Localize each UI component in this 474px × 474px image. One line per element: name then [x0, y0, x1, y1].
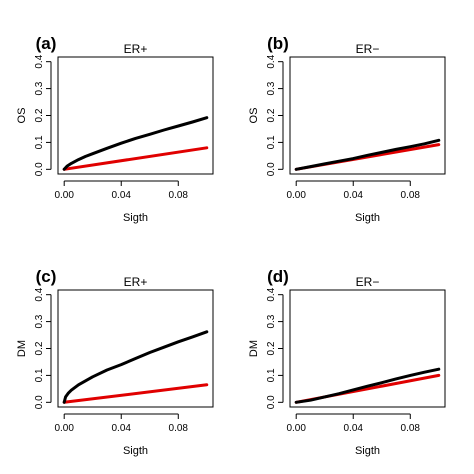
plot-frame: [289, 289, 446, 408]
y-tick-label: 0.1: [266, 135, 277, 149]
y-tick-label: 0.3: [34, 81, 45, 95]
y-tick-label: 0.0: [34, 395, 45, 409]
x-axis-label: Sigth: [123, 212, 148, 224]
plot-frame: [289, 56, 446, 175]
y-tick-label: 0.2: [34, 108, 45, 122]
y-tick-label: 0.2: [34, 341, 45, 355]
series-line-black: [294, 138, 441, 171]
x-tick-label: 0.08: [401, 190, 421, 201]
series-line-black: [294, 367, 441, 404]
y-tick-label: 0.1: [34, 368, 45, 382]
y-tick-label: 0.2: [266, 108, 277, 122]
y-tick-label: 0.3: [266, 314, 277, 328]
y-tick-label: 0.0: [266, 395, 277, 409]
y-tick-label: 0.2: [266, 341, 277, 355]
y-tick-label: 0.4: [266, 287, 277, 301]
panel-3: (c) ER+ 0.00 0.04 0.08 0.0 0.1 0.2 0.3 0.4 Sigth DM: [16, 267, 214, 457]
y-tick-label: 0.0: [266, 162, 277, 176]
y-tick-label: 0.4: [266, 54, 277, 68]
x-axis-label: Sigth: [355, 445, 380, 457]
y-axis-label: OS: [248, 108, 260, 124]
x-tick-label: 0.00: [286, 190, 306, 201]
y-tick-label: 0.1: [34, 135, 45, 149]
plot-frame: [57, 56, 214, 175]
x-tick-label: 0.04: [344, 190, 364, 201]
y-tick-label: 0.4: [34, 287, 45, 301]
y-axis-label: DM: [16, 340, 28, 357]
x-tick-label: 0.04: [112, 190, 132, 201]
plot-frame: [57, 289, 214, 408]
x-tick-label: 0.08: [169, 423, 189, 434]
y-tick-label: 0.1: [266, 368, 277, 382]
y-axis-label: DM: [248, 340, 260, 357]
panel-4: (d) ER− 0.00 0.04 0.08 0.0 0.1 0.2 0.3 0.4 Sigth DM: [248, 267, 446, 457]
panel-letter: (c): [36, 267, 57, 286]
x-axis-label: Sigth: [355, 212, 380, 224]
y-axis-label: OS: [16, 108, 28, 124]
series-line-red: [62, 146, 209, 171]
y-tick-label: 0.3: [34, 314, 45, 328]
series-line-black: [62, 330, 209, 404]
x-axis-label: Sigth: [123, 445, 148, 457]
panel-2: (b) ER− 0.00 0.04 0.08 0.0 0.1 0.2 0.3 0.4 Sigth OS: [248, 34, 446, 224]
panel-letter: (b): [267, 34, 289, 53]
y-tick-label: 0.4: [34, 54, 45, 68]
x-tick-label: 0.00: [54, 423, 74, 434]
panel-letter: (a): [36, 34, 57, 53]
x-tick-label: 0.00: [286, 423, 306, 434]
panel-title: ER+: [124, 42, 148, 56]
y-tick-label: 0.0: [34, 162, 45, 176]
series-line-black: [62, 116, 209, 171]
y-tick-label: 0.3: [266, 81, 277, 95]
x-tick-label: 0.08: [169, 190, 189, 201]
panel-title: ER+: [124, 275, 148, 289]
panel-letter: (d): [267, 267, 289, 286]
panel-title: ER−: [356, 275, 380, 289]
x-tick-label: 0.04: [344, 423, 364, 434]
x-tick-label: 0.04: [112, 423, 132, 434]
panel-1: (a) ER+ 0.00 0.04 0.08 0.0 0.1 0.2 0.3 0.4 Sigth OS: [16, 34, 214, 224]
series-line-red: [62, 383, 209, 404]
panel-title: ER−: [356, 42, 380, 56]
x-tick-label: 0.00: [54, 190, 74, 201]
x-tick-label: 0.08: [401, 423, 421, 434]
